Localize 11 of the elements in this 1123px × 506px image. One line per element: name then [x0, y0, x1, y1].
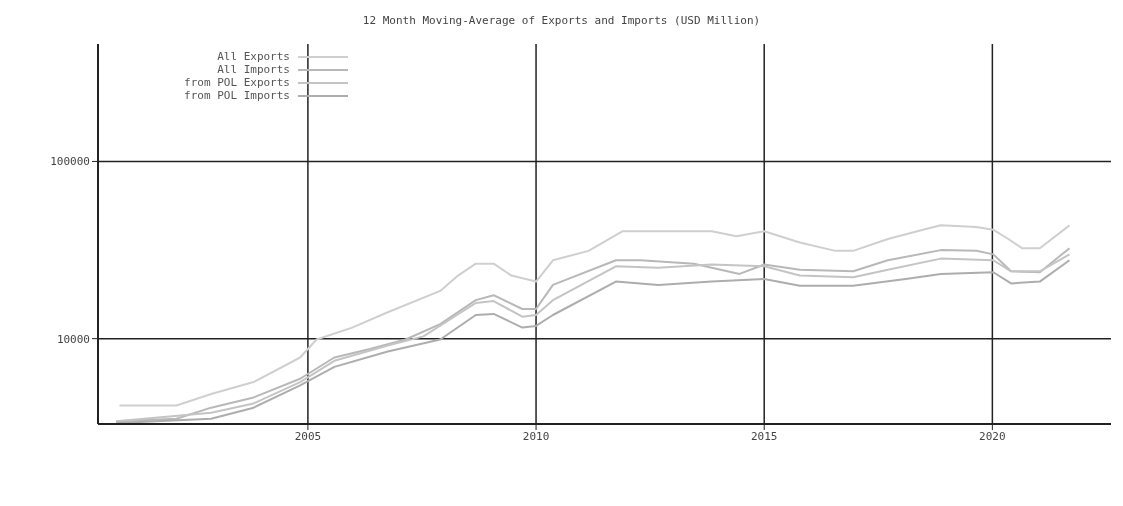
- x-tick-label: 2015: [750, 429, 778, 443]
- x-tick-label: 2010: [522, 429, 550, 443]
- legend-label: from POL Exports: [184, 76, 290, 89]
- legend-label: from POL Imports: [184, 89, 290, 102]
- y-tick-label: 100000: [50, 155, 90, 169]
- y-tick-label: 10000: [56, 332, 90, 346]
- chart-title: 12 Month Moving-Average of Exports and Imports (USD Million): [361, 14, 762, 27]
- x-tick-label: 2020: [979, 429, 1006, 443]
- legend-label: All Imports: [217, 63, 290, 76]
- legend-label: All Exports: [217, 50, 290, 63]
- x-tick-label: 2005: [294, 429, 322, 443]
